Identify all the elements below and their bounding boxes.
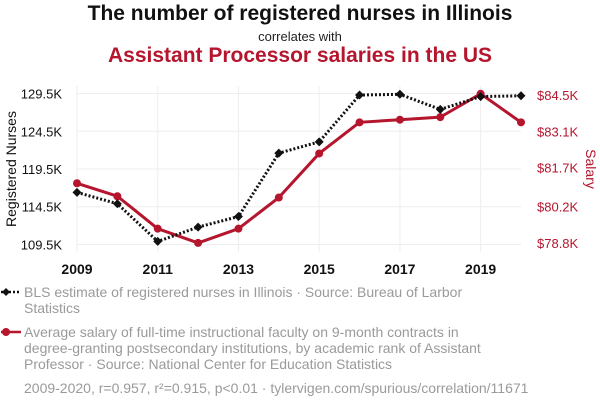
legend-label-salary: Average salary of full-time instructiona… [24, 324, 481, 372]
y-tick-label-left: 114.5K [22, 200, 63, 215]
data-point-nurses [112, 199, 122, 209]
y-tick-label-right: $84.5K [537, 88, 579, 103]
chart-subtitle: correlates with [258, 29, 342, 44]
data-point-salary [517, 118, 525, 127]
data-point-nurses [274, 148, 284, 158]
y-tick-label-left: 124.5K [21, 124, 63, 139]
y-tick-label-right: $83.1K [537, 124, 579, 139]
y-tick-label-left: 129.5K [21, 87, 63, 102]
line-chart: 109.5K 114.5K 119.5K 124.5K 129.5K $78.8K $80.… [3, 86, 599, 277]
x-tick-label: 2011 [143, 261, 174, 277]
x-tick-label: 2013 [223, 261, 254, 277]
data-point-salary [73, 179, 81, 188]
data-point-nurses [314, 137, 324, 147]
y-tick-label-right: $80.2K [537, 200, 579, 215]
data-point-nurses [153, 236, 163, 246]
data-point-salary [113, 192, 122, 201]
data-point-salary [315, 149, 324, 158]
data-point-salary [153, 224, 162, 233]
data-point-nurses [516, 91, 526, 101]
series-line-salary [76, 92, 522, 245]
data-point-nurses [435, 104, 445, 114]
series-line-nurses [76, 92, 522, 244]
data-point-salary [194, 238, 203, 247]
y-axis-title-left: Registered Nurses [3, 111, 19, 227]
x-tick-label: 2019 [465, 261, 496, 277]
legend-swatch-salary [1, 328, 21, 336]
x-tick-label: 2017 [384, 261, 415, 277]
y-tick-label-right: $81.7K [537, 161, 579, 176]
y-axis-title-right: Salary [583, 149, 599, 189]
y-tick-label-left: 109.5K [21, 237, 63, 252]
y-tick-label-left: 119.5K [22, 162, 63, 177]
chart-title: The number of registered nurses in Illin… [87, 2, 513, 25]
legend-swatch-nurses [1, 288, 21, 296]
data-point-salary [355, 118, 364, 127]
x-tick-label: 2009 [61, 261, 92, 277]
footer-stats: 2009-2020, r=0.957, r²=0.915, p<0.01 · t… [24, 380, 529, 396]
data-point-nurses [355, 90, 365, 100]
legend-label-nurses: BLS estimate of registered nurses in Ill… [24, 284, 463, 316]
y-tick-label-right: $78.8K [537, 236, 579, 251]
chart-title-second: Assistant Processor salaries in the US [108, 44, 492, 67]
data-point-salary [436, 113, 445, 122]
data-point-nurses [476, 92, 486, 102]
data-point-salary [274, 193, 283, 202]
x-tick-label: 2015 [304, 261, 335, 277]
data-point-salary [395, 115, 404, 124]
data-point-nurses [72, 187, 82, 197]
data-point-nurses [395, 89, 405, 99]
data-point-nurses [233, 212, 243, 222]
data-point-nurses [193, 222, 203, 232]
data-point-salary [234, 224, 243, 233]
